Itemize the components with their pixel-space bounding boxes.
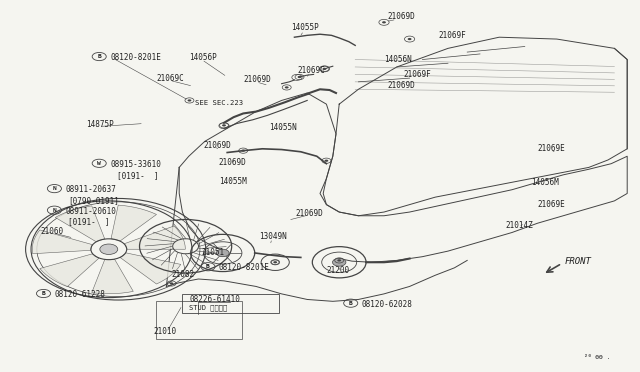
Text: 14056P: 14056P <box>189 53 216 62</box>
Text: 21069C: 21069C <box>157 74 184 83</box>
Circle shape <box>100 244 118 254</box>
Circle shape <box>337 259 341 262</box>
Text: 21069D: 21069D <box>387 12 415 21</box>
Circle shape <box>273 261 277 263</box>
Text: SEE SEC.223: SEE SEC.223 <box>195 100 243 106</box>
Text: 21069C: 21069C <box>298 66 325 75</box>
Text: 14875P: 14875P <box>86 121 114 129</box>
Text: 14055N: 14055N <box>269 123 296 132</box>
Circle shape <box>323 68 326 70</box>
Circle shape <box>170 282 173 285</box>
Text: 08226-61410: 08226-61410 <box>189 295 240 304</box>
Text: N: N <box>52 186 56 191</box>
Circle shape <box>333 258 346 266</box>
Text: 13049N: 13049N <box>259 232 287 241</box>
Text: B: B <box>206 264 210 269</box>
Text: B: B <box>97 54 101 59</box>
Text: B: B <box>42 291 45 296</box>
Text: 08120-8201E: 08120-8201E <box>110 53 161 62</box>
Text: 21051: 21051 <box>202 248 225 257</box>
Circle shape <box>382 21 386 23</box>
Circle shape <box>408 38 412 40</box>
Polygon shape <box>124 226 186 249</box>
Text: 21069D: 21069D <box>387 81 415 90</box>
Circle shape <box>188 99 191 102</box>
Polygon shape <box>40 254 99 287</box>
Polygon shape <box>55 206 105 242</box>
Text: [0191-  ]: [0191- ] <box>68 217 110 226</box>
Text: 08911-20637: 08911-20637 <box>65 185 116 194</box>
Polygon shape <box>111 205 157 241</box>
Text: 08120-62028: 08120-62028 <box>362 300 412 309</box>
Text: STUD スタッド: STUD スタッド <box>189 304 228 311</box>
Text: 21069D: 21069D <box>219 158 246 167</box>
Text: 21069D: 21069D <box>296 209 323 218</box>
Text: 08120-61228: 08120-61228 <box>54 290 105 299</box>
Text: 21010: 21010 <box>154 327 177 336</box>
Text: 21082: 21082 <box>172 270 195 279</box>
Text: 21069D: 21069D <box>243 76 271 84</box>
Circle shape <box>298 76 301 78</box>
Text: 08911-20610: 08911-20610 <box>65 207 116 216</box>
Text: 08915-33610: 08915-33610 <box>110 160 161 169</box>
Text: 21200: 21200 <box>326 266 349 275</box>
Polygon shape <box>120 253 180 284</box>
Circle shape <box>216 249 229 257</box>
Circle shape <box>241 150 245 152</box>
Text: ²⁰ 00 .: ²⁰ 00 . <box>584 355 610 360</box>
Text: N: N <box>52 208 56 213</box>
Text: 14055P: 14055P <box>291 23 319 32</box>
Text: [0790-0191]: [0790-0191] <box>68 196 119 205</box>
Text: [0191-  ]: [0191- ] <box>117 171 159 180</box>
Text: 14056M: 14056M <box>531 178 559 187</box>
Polygon shape <box>92 259 133 294</box>
Text: 21069E: 21069E <box>538 144 565 153</box>
Text: W: W <box>97 161 101 166</box>
Text: ²⁰ 00 .: ²⁰ 00 . <box>584 355 610 360</box>
Text: B: B <box>349 301 353 306</box>
Text: 14055M: 14055M <box>219 177 246 186</box>
Text: 21069E: 21069E <box>538 200 565 209</box>
Text: 14056N: 14056N <box>384 55 412 64</box>
Text: 21060: 21060 <box>40 227 63 236</box>
Text: 08120-8201E: 08120-8201E <box>219 263 269 272</box>
Text: FRONT: FRONT <box>564 257 591 266</box>
Text: 21069D: 21069D <box>204 141 231 150</box>
Text: 21014Z: 21014Z <box>506 221 533 230</box>
Text: 21069F: 21069F <box>438 31 466 40</box>
Polygon shape <box>32 230 92 254</box>
Circle shape <box>285 86 289 89</box>
Circle shape <box>324 160 328 162</box>
Circle shape <box>222 124 226 126</box>
Text: 21069F: 21069F <box>403 70 431 79</box>
